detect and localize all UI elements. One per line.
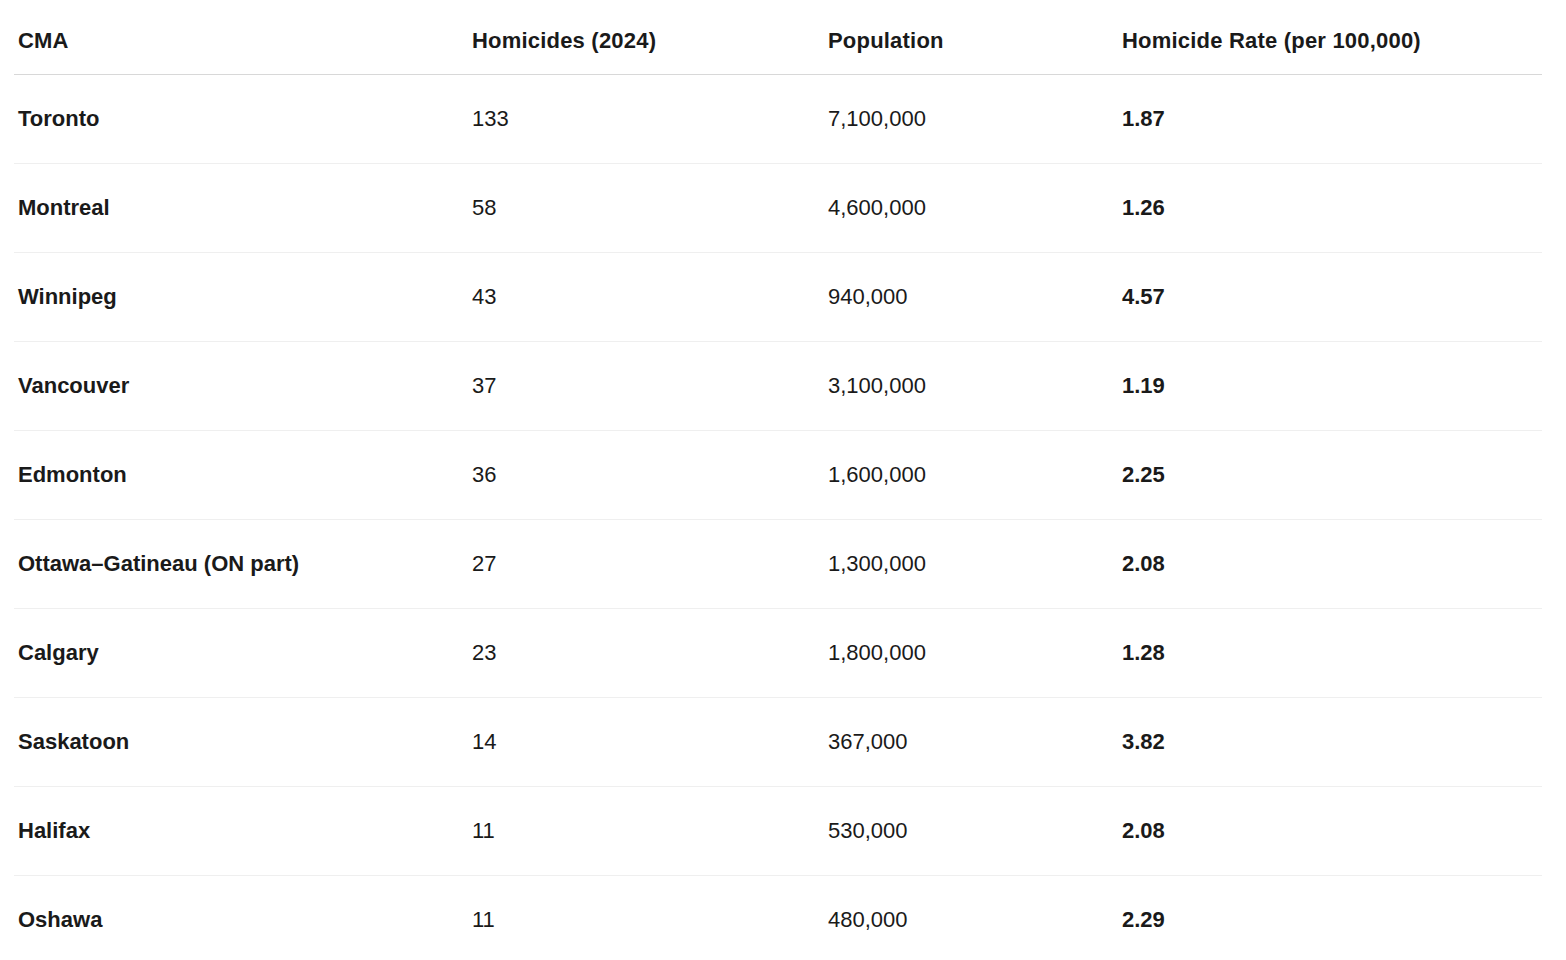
column-header-rate: Homicide Rate (per 100,000) xyxy=(1122,0,1542,75)
table-row: Halifax11530,0002.08 xyxy=(14,787,1542,876)
cell-rate: 1.87 xyxy=(1122,75,1542,164)
table-row: Toronto1337,100,0001.87 xyxy=(14,75,1542,164)
cell-cma: Oshawa xyxy=(14,876,472,960)
cell-homicides: 14 xyxy=(472,698,828,787)
cell-rate: 2.29 xyxy=(1122,876,1542,960)
homicide-table-container: CMA Homicides (2024) Population Homicide… xyxy=(14,0,1542,960)
cell-population: 367,000 xyxy=(828,698,1122,787)
cell-cma: Ottawa–Gatineau (ON part) xyxy=(14,520,472,609)
cell-homicides: 43 xyxy=(472,253,828,342)
cell-cma: Saskatoon xyxy=(14,698,472,787)
cell-cma: Toronto xyxy=(14,75,472,164)
cell-cma: Calgary xyxy=(14,609,472,698)
cell-rate: 2.08 xyxy=(1122,520,1542,609)
cell-homicides: 23 xyxy=(472,609,828,698)
table-row: Ottawa–Gatineau (ON part)271,300,0002.08 xyxy=(14,520,1542,609)
table-row: Edmonton361,600,0002.25 xyxy=(14,431,1542,520)
column-header-cma: CMA xyxy=(14,0,472,75)
cell-homicides: 11 xyxy=(472,876,828,960)
cell-rate: 2.08 xyxy=(1122,787,1542,876)
cell-homicides: 133 xyxy=(472,75,828,164)
cell-population: 1,600,000 xyxy=(828,431,1122,520)
cell-rate: 1.26 xyxy=(1122,164,1542,253)
column-header-population: Population xyxy=(828,0,1122,75)
cell-cma: Edmonton xyxy=(14,431,472,520)
cell-population: 530,000 xyxy=(828,787,1122,876)
table-row: Saskatoon14367,0003.82 xyxy=(14,698,1542,787)
table-row: Oshawa11480,0002.29 xyxy=(14,876,1542,960)
cell-homicides: 27 xyxy=(472,520,828,609)
cell-cma: Montreal xyxy=(14,164,472,253)
table-row: Vancouver373,100,0001.19 xyxy=(14,342,1542,431)
table-body: Toronto1337,100,0001.87Montreal584,600,0… xyxy=(14,75,1542,960)
cell-rate: 3.82 xyxy=(1122,698,1542,787)
table-row: Winnipeg43940,0004.57 xyxy=(14,253,1542,342)
cell-rate: 2.25 xyxy=(1122,431,1542,520)
cell-cma: Winnipeg xyxy=(14,253,472,342)
cell-population: 480,000 xyxy=(828,876,1122,960)
cell-population: 940,000 xyxy=(828,253,1122,342)
cell-population: 4,600,000 xyxy=(828,164,1122,253)
homicide-rate-table: CMA Homicides (2024) Population Homicide… xyxy=(14,0,1542,960)
cell-rate: 1.28 xyxy=(1122,609,1542,698)
cell-homicides: 58 xyxy=(472,164,828,253)
cell-rate: 4.57 xyxy=(1122,253,1542,342)
cell-population: 3,100,000 xyxy=(828,342,1122,431)
cell-cma: Vancouver xyxy=(14,342,472,431)
cell-homicides: 36 xyxy=(472,431,828,520)
cell-population: 1,300,000 xyxy=(828,520,1122,609)
cell-homicides: 11 xyxy=(472,787,828,876)
column-header-homicides: Homicides (2024) xyxy=(472,0,828,75)
cell-homicides: 37 xyxy=(472,342,828,431)
table-row: Montreal584,600,0001.26 xyxy=(14,164,1542,253)
table-header-row: CMA Homicides (2024) Population Homicide… xyxy=(14,0,1542,75)
cell-cma: Halifax xyxy=(14,787,472,876)
cell-population: 1,800,000 xyxy=(828,609,1122,698)
cell-rate: 1.19 xyxy=(1122,342,1542,431)
table-header: CMA Homicides (2024) Population Homicide… xyxy=(14,0,1542,75)
table-row: Calgary231,800,0001.28 xyxy=(14,609,1542,698)
cell-population: 7,100,000 xyxy=(828,75,1122,164)
